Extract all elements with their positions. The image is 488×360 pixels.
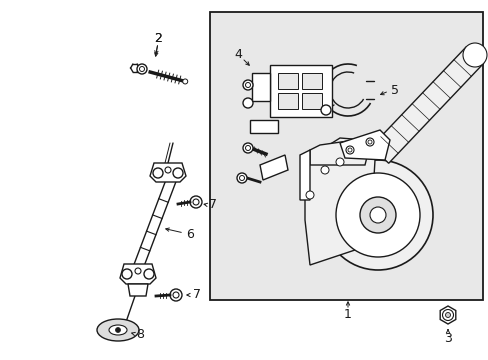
Circle shape bbox=[243, 98, 252, 108]
Circle shape bbox=[365, 138, 373, 146]
Polygon shape bbox=[439, 306, 455, 324]
Circle shape bbox=[164, 167, 171, 173]
Polygon shape bbox=[150, 163, 185, 182]
Ellipse shape bbox=[109, 325, 127, 335]
Circle shape bbox=[320, 166, 328, 174]
Circle shape bbox=[183, 79, 187, 84]
Circle shape bbox=[193, 199, 199, 205]
Circle shape bbox=[170, 289, 182, 301]
Circle shape bbox=[137, 64, 147, 74]
Polygon shape bbox=[305, 138, 374, 265]
Circle shape bbox=[442, 310, 452, 320]
Circle shape bbox=[359, 197, 395, 233]
Circle shape bbox=[245, 145, 250, 150]
Text: 8: 8 bbox=[136, 328, 143, 342]
Bar bbox=[269, 65, 331, 117]
Polygon shape bbox=[128, 284, 148, 296]
Text: 2: 2 bbox=[154, 31, 162, 45]
Polygon shape bbox=[120, 264, 156, 284]
Circle shape bbox=[173, 168, 183, 178]
Circle shape bbox=[346, 146, 353, 154]
Bar bbox=[302, 93, 321, 109]
Text: 2: 2 bbox=[154, 31, 162, 45]
Bar bbox=[209, 12, 482, 300]
Circle shape bbox=[239, 175, 244, 180]
Polygon shape bbox=[299, 150, 309, 200]
Circle shape bbox=[135, 268, 141, 274]
Text: 3: 3 bbox=[443, 332, 451, 345]
Circle shape bbox=[462, 43, 486, 67]
Circle shape bbox=[190, 196, 202, 208]
Circle shape bbox=[347, 148, 351, 152]
Circle shape bbox=[122, 269, 132, 279]
Circle shape bbox=[243, 143, 252, 153]
Circle shape bbox=[335, 173, 419, 257]
Circle shape bbox=[139, 67, 144, 72]
Bar bbox=[278, 73, 297, 89]
Polygon shape bbox=[260, 155, 287, 180]
Circle shape bbox=[320, 105, 330, 115]
Polygon shape bbox=[133, 176, 176, 270]
Ellipse shape bbox=[97, 319, 139, 341]
Text: 6: 6 bbox=[185, 229, 194, 242]
Polygon shape bbox=[249, 120, 278, 133]
Circle shape bbox=[367, 140, 371, 144]
Circle shape bbox=[445, 312, 449, 318]
Circle shape bbox=[369, 207, 385, 223]
Circle shape bbox=[335, 158, 343, 166]
Circle shape bbox=[115, 328, 120, 333]
Text: 1: 1 bbox=[344, 309, 351, 321]
Polygon shape bbox=[370, 47, 483, 163]
Polygon shape bbox=[309, 140, 369, 165]
Text: 7: 7 bbox=[208, 198, 217, 211]
Circle shape bbox=[323, 160, 432, 270]
Circle shape bbox=[143, 269, 154, 279]
Circle shape bbox=[237, 173, 246, 183]
Circle shape bbox=[245, 82, 250, 87]
Bar bbox=[278, 93, 297, 109]
Circle shape bbox=[173, 292, 179, 298]
Text: 5: 5 bbox=[390, 84, 398, 96]
Text: 7: 7 bbox=[193, 288, 201, 302]
Bar bbox=[302, 73, 321, 89]
Circle shape bbox=[243, 80, 252, 90]
Polygon shape bbox=[339, 130, 389, 160]
Circle shape bbox=[153, 168, 163, 178]
Circle shape bbox=[305, 191, 313, 199]
Text: 4: 4 bbox=[234, 49, 242, 62]
Bar bbox=[251, 73, 269, 101]
